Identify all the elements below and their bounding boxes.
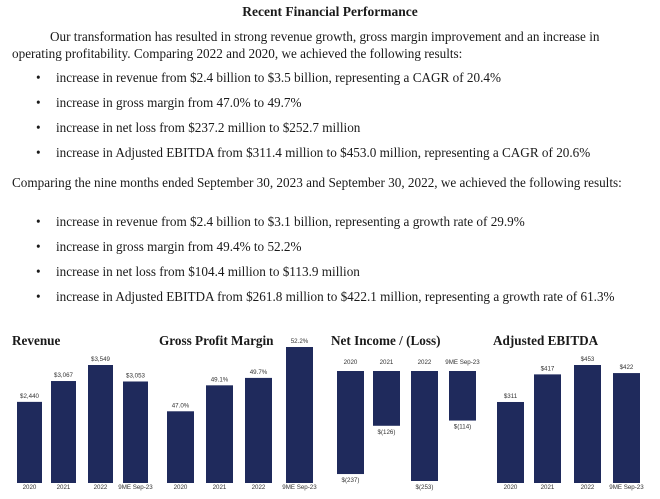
results-2022-vs-2020-list: increase in revenue from $2.4 billion to…	[36, 69, 640, 169]
bar	[286, 347, 313, 483]
data-label: 49.7%	[250, 369, 268, 376]
category-label: 9ME Sep-23	[609, 484, 644, 491]
net-income-chart: $(237) 2020 $(126) 2021 $(253) 2022 $(114) 9ME …	[337, 359, 480, 491]
intro-paragraph: Our transformation has resulted in stron…	[12, 29, 600, 61]
list-item: increase in gross margin from 49.4% to 5…	[36, 238, 640, 255]
category-label: 2022	[418, 359, 432, 366]
adjusted-ebitda-chart: $311 2020 $417 2021 $453 2022 $422 9ME Sep-23	[497, 356, 644, 491]
revenue-chart: $2,440 2020 $3,067 2021 $3,549 2022 $3,053 9ME …	[17, 356, 153, 491]
bar	[613, 373, 640, 483]
list-item: increase in Adjusted EBITDA from $311.4 …	[36, 144, 640, 161]
data-label: $453	[581, 356, 595, 363]
data-label: $(237)	[342, 477, 360, 484]
data-label: $311	[504, 393, 518, 400]
category-label: 2021	[380, 359, 394, 366]
net-income-chart-title: Net Income / (Loss)	[331, 333, 441, 348]
data-label: 49.1%	[211, 376, 229, 383]
data-label: 52.2%	[291, 338, 309, 345]
list-item: increase in gross margin from 47.0% to 4…	[36, 94, 640, 111]
bar	[534, 374, 561, 483]
category-label: 2020	[504, 484, 518, 491]
category-label: 2021	[213, 484, 227, 491]
list-item: increase in net loss from $237.2 million…	[36, 119, 640, 136]
gross-margin-chart: 47.0% 2020 49.1% 2021 49.7% 2022 52.2% 9ME Sep-…	[167, 338, 317, 491]
nine-months-paragraph: Comparing the nine months ended Septembe…	[12, 175, 622, 190]
adjusted-ebitda-chart-title: Adjusted EBITDA	[493, 333, 599, 348]
data-label: $3,549	[91, 356, 110, 363]
data-label: $422	[620, 364, 634, 371]
category-label: 9ME Sep-23	[445, 359, 480, 366]
data-label: $417	[541, 365, 555, 372]
data-label: $(126)	[378, 429, 396, 436]
bar	[51, 381, 76, 483]
bar	[88, 365, 113, 483]
category-label: 2022	[581, 484, 595, 491]
category-label: 9ME Sep-23	[118, 484, 153, 491]
data-label: 47.0%	[172, 402, 190, 409]
data-label: $3,053	[126, 372, 145, 379]
data-label: $(114)	[454, 424, 471, 431]
category-label: 2020	[174, 484, 188, 491]
bar	[337, 371, 364, 475]
bar	[245, 377, 272, 483]
bar	[449, 371, 476, 421]
revenue-chart-title: Revenue	[12, 333, 61, 348]
bar	[17, 401, 42, 483]
category-label: 2020	[344, 359, 358, 366]
bar	[411, 371, 438, 481]
category-label: 2021	[57, 484, 71, 491]
list-item: increase in net loss from $104.4 million…	[36, 263, 640, 280]
section-title: Recent Financial Performance	[242, 4, 418, 19]
bar	[123, 381, 148, 483]
category-label: 2020	[23, 484, 37, 491]
bar	[574, 365, 601, 483]
category-label: 9ME Sep-23	[282, 484, 317, 491]
list-item: increase in Adjusted EBITDA from $261.8 …	[36, 288, 640, 305]
data-label: $3,067	[54, 372, 73, 379]
results-nine-months-list: increase in revenue from $2.4 billion to…	[36, 213, 640, 313]
data-label: $2,440	[20, 393, 39, 400]
gross-margin-chart-title: Gross Profit Margin	[159, 333, 274, 348]
category-label: 2022	[94, 484, 108, 491]
bar	[373, 371, 400, 426]
category-label: 2021	[541, 484, 555, 491]
bar	[497, 401, 524, 483]
data-label: $(253)	[416, 484, 434, 491]
list-item: increase in revenue from $2.4 billion to…	[36, 213, 640, 230]
bar	[206, 385, 233, 483]
list-item: increase in revenue from $2.4 billion to…	[36, 69, 640, 86]
category-label: 2022	[252, 484, 266, 491]
bar	[167, 411, 194, 483]
